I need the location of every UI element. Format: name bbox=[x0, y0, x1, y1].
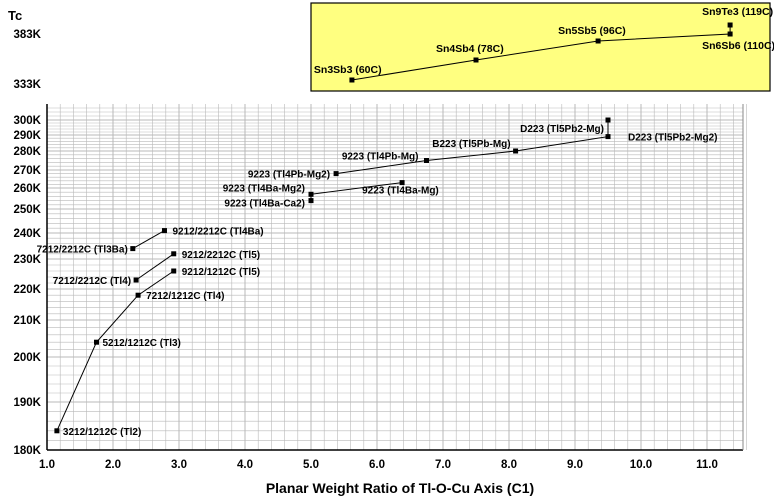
main-point-7212-1212c-tl4 bbox=[135, 292, 141, 298]
x-tick-label: 10.0 bbox=[630, 459, 652, 471]
y-tick-label: 250K bbox=[14, 204, 42, 216]
x-axis-title: Planar Weight Ratio of Tl-O-Cu Axis (C1) bbox=[266, 480, 534, 496]
main-series-line-2 bbox=[132, 230, 165, 250]
x-tick-label: 5.0 bbox=[303, 459, 319, 471]
series-group bbox=[54, 22, 733, 434]
inset-point-sn3sb3-60c bbox=[349, 77, 355, 83]
x-tick-label: 2.0 bbox=[105, 459, 121, 471]
main-point-5212-1212c-tl3 bbox=[94, 339, 99, 345]
axes: 1.0 2.0 3.0 4.0 5.0 6.0 7.0 8.0 9.0 10.0 11.0 180K 1… bbox=[14, 29, 744, 471]
y-tick-label: 210K bbox=[14, 315, 42, 327]
main-point-label: 9223 (Tl4Ba-Mg) bbox=[362, 186, 439, 197]
main-point-label: 5212/1212C (Tl3) bbox=[103, 338, 181, 349]
main-point-label: B223 (Tl5Pb-Mg) bbox=[432, 139, 510, 150]
main-point-label: 9223 (Tl4Ba-Mg2) bbox=[223, 183, 305, 194]
main-series-line-1 bbox=[56, 270, 175, 432]
x-tick-label: 7.0 bbox=[435, 459, 451, 471]
main-point-label: D223 (Tl5Pb2-Mg2) bbox=[628, 133, 717, 144]
inset-point-sn6sb6-110c bbox=[727, 31, 733, 37]
y-tick-label: 180K bbox=[14, 445, 42, 457]
main-point-label: 9223 (Tl4Pb-Mg2) bbox=[248, 170, 330, 181]
main-point-label: 9212/2212C (Tl5) bbox=[182, 250, 260, 261]
x-tick-label: 6.0 bbox=[369, 459, 385, 471]
inset-box bbox=[310, 2, 771, 92]
main-point-d223-tl5pb2-mg bbox=[605, 117, 611, 123]
main-point-b223-tl5pb-mg bbox=[513, 148, 519, 154]
inset-point-label: Sn5Sb5 (96C) bbox=[558, 25, 626, 37]
y-tick-label: 190K bbox=[14, 397, 42, 409]
y-tick-label: 300K bbox=[14, 115, 42, 127]
inset-y-tick-label: 333K bbox=[14, 79, 42, 91]
x-tick-label: 4.0 bbox=[237, 459, 253, 471]
main-point-label: 7212/2212C (Tl4) bbox=[53, 276, 131, 287]
y-tick-label: 280K bbox=[14, 146, 42, 158]
main-point-label: 7212/1212C (Tl4) bbox=[146, 291, 224, 302]
x-tick-label: 11.0 bbox=[696, 459, 718, 471]
main-point-7212-2212c-tl3ba bbox=[130, 246, 136, 252]
main-point-9223-tl4pb-mg2 bbox=[333, 171, 339, 177]
y-tick-label: 230K bbox=[14, 254, 42, 266]
x-tick-label: 3.0 bbox=[171, 459, 187, 471]
main-point-label: 7212/2212C (Tl3Ba) bbox=[37, 245, 128, 256]
main-point-d223-tl5pb2-mg2 bbox=[605, 134, 611, 140]
inset-point-sn5sb5-96c bbox=[595, 38, 601, 44]
y-tick-label: 270K bbox=[14, 165, 42, 177]
y-axis-title: Tc bbox=[8, 8, 22, 23]
x-tick-label: 9.0 bbox=[567, 459, 583, 471]
inset-point-label: Sn3Sb3 (60C) bbox=[314, 64, 382, 76]
main-point-7212-2212c-tl4 bbox=[133, 277, 139, 283]
main-point-label: 9223 (Tl4Ba-Ca2) bbox=[224, 199, 305, 210]
main-point-9212-2212c-tl5 bbox=[171, 251, 177, 257]
main-point-label: 9212/2212C (Tl4Ba) bbox=[172, 227, 263, 238]
inset-point-label: Sn6Sb6 (110C) bbox=[702, 40, 774, 52]
inset-y-tick-label: 383K bbox=[14, 29, 42, 41]
inset-point-sn9te3-119c bbox=[727, 22, 733, 28]
inset-point-label: Sn4Sb4 (78C) bbox=[436, 43, 504, 55]
x-tick-label: 1.0 bbox=[39, 459, 55, 471]
y-tick-label: 240K bbox=[14, 228, 42, 240]
y-tick-label: 260K bbox=[14, 183, 42, 195]
x-tick-label: 8.0 bbox=[501, 459, 517, 471]
main-point-9212-1212c-tl5 bbox=[171, 268, 177, 274]
inset-panel bbox=[310, 2, 771, 92]
y-tick-label: 290K bbox=[14, 130, 42, 142]
main-point-9223-tl4ba-mg2 bbox=[308, 191, 314, 197]
point-labels: 3212/1212C (Tl2) 5212/1212C (Tl3) 7212/121… bbox=[37, 6, 774, 438]
main-point-9223-tl4ba-ca2 bbox=[308, 198, 314, 204]
y-tick-label: 200K bbox=[14, 352, 42, 364]
main-point-3212-1212c-tl2 bbox=[54, 428, 60, 434]
main-point-label: D223 (Tl5Pb2-Mg) bbox=[520, 124, 604, 135]
y-tick-label: 220K bbox=[14, 284, 42, 296]
main-point-9223-tl4ba-mg bbox=[399, 180, 405, 186]
main-point-label: 9212/1212C (Tl5) bbox=[182, 267, 260, 278]
main-point-label: 9223 (Tl4Pb-Mg) bbox=[342, 152, 419, 163]
main-point-label: 3212/1212C (Tl2) bbox=[63, 427, 141, 438]
main-point-9223-tl4pb-mg bbox=[424, 158, 429, 163]
main-series-line-3 bbox=[135, 253, 175, 281]
grid bbox=[46, 104, 747, 451]
main-point-9212-2212c-tl4ba bbox=[161, 228, 167, 234]
inset-point-sn4sb4-78c bbox=[473, 57, 479, 63]
inset-point-label: Sn9Te3 (119C) bbox=[702, 6, 773, 18]
